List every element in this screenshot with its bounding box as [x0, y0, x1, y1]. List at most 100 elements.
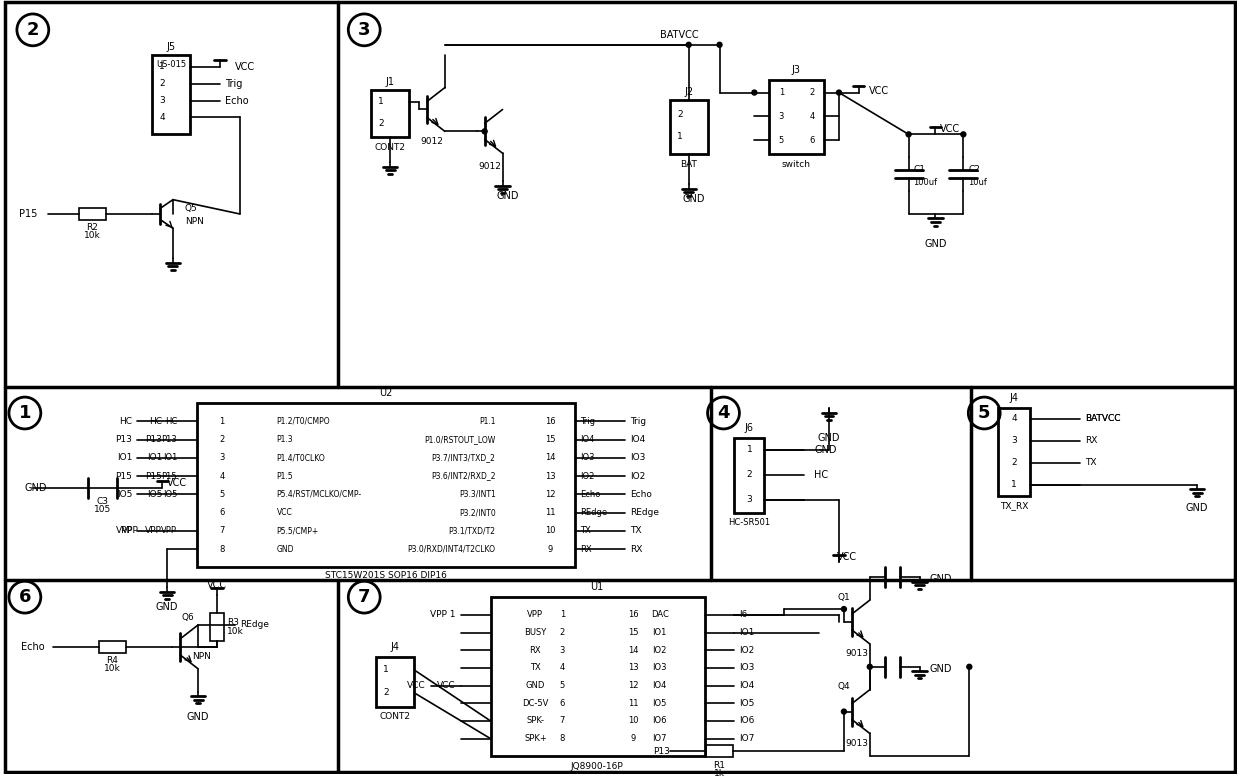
- Text: 2: 2: [1012, 458, 1017, 468]
- Text: P3.1/TXD/T2: P3.1/TXD/T2: [449, 526, 496, 535]
- Text: 7: 7: [219, 526, 224, 535]
- Text: VCC: VCC: [234, 61, 255, 72]
- Circle shape: [837, 90, 842, 95]
- Text: RX: RX: [580, 545, 591, 553]
- Text: GND: GND: [277, 545, 294, 553]
- Text: IO4: IO4: [652, 681, 667, 690]
- Text: 8: 8: [219, 545, 224, 553]
- Bar: [670, 100, 708, 154]
- Text: HC: HC: [815, 470, 828, 480]
- Text: HC: HC: [165, 417, 177, 426]
- Text: P1.3: P1.3: [277, 435, 294, 444]
- Text: U1: U1: [590, 582, 604, 592]
- Text: IO3: IO3: [739, 664, 755, 672]
- Text: 10k: 10k: [84, 231, 100, 240]
- Text: R4: R4: [107, 657, 118, 665]
- Text: RX: RX: [529, 646, 541, 655]
- Text: GND: GND: [496, 191, 518, 201]
- Text: 16: 16: [627, 610, 639, 619]
- Text: 4: 4: [559, 664, 565, 672]
- Text: J4: J4: [391, 642, 399, 652]
- Text: J4: J4: [1009, 393, 1018, 403]
- Text: P3.3/INT1: P3.3/INT1: [459, 490, 496, 499]
- Text: VCC: VCC: [277, 508, 293, 517]
- Text: TX: TX: [529, 664, 541, 672]
- Text: BATVCC: BATVCC: [1085, 415, 1120, 423]
- Text: IO4: IO4: [580, 435, 594, 444]
- Text: 1: 1: [559, 610, 565, 619]
- Text: VCC: VCC: [940, 124, 961, 135]
- Text: VPP: VPP: [123, 526, 139, 535]
- Text: 1: 1: [19, 404, 31, 422]
- Text: 3: 3: [159, 96, 165, 105]
- Text: 6: 6: [810, 136, 815, 145]
- Text: 1: 1: [378, 97, 384, 106]
- Bar: [98, 641, 126, 653]
- Text: VCC: VCC: [167, 478, 187, 488]
- Text: GND: GND: [930, 574, 952, 584]
- Text: R2: R2: [87, 223, 98, 233]
- Text: VPP: VPP: [161, 526, 177, 535]
- Text: 5: 5: [559, 681, 565, 690]
- Bar: [371, 89, 409, 138]
- Text: GND: GND: [25, 482, 47, 492]
- Text: 9012: 9012: [420, 137, 444, 145]
- Text: C3: C3: [97, 497, 108, 506]
- Text: P15: P15: [20, 209, 37, 219]
- Text: IO4: IO4: [739, 681, 755, 690]
- Text: 15: 15: [627, 628, 639, 637]
- Text: 9013: 9013: [846, 650, 868, 658]
- Text: P15: P15: [161, 471, 177, 481]
- Text: Q4: Q4: [837, 682, 851, 691]
- Text: IO5: IO5: [162, 490, 177, 499]
- Text: IO1: IO1: [162, 454, 177, 462]
- Text: RX: RX: [1085, 436, 1097, 445]
- Text: NPN: NPN: [192, 652, 212, 661]
- Text: REdge: REdge: [239, 621, 269, 629]
- Text: 13: 13: [627, 664, 639, 672]
- Text: 3: 3: [358, 21, 371, 39]
- Text: 12: 12: [627, 681, 639, 690]
- Text: 13: 13: [546, 471, 556, 481]
- Text: 1k: 1k: [714, 769, 725, 778]
- Text: TX_RX: TX_RX: [999, 501, 1028, 510]
- Text: 3: 3: [219, 454, 224, 462]
- Text: IO1: IO1: [739, 628, 755, 637]
- Text: 4: 4: [160, 113, 165, 122]
- Text: IO5: IO5: [117, 490, 133, 499]
- Text: 4: 4: [219, 471, 224, 481]
- Text: 2: 2: [746, 470, 753, 479]
- Text: IO2: IO2: [652, 646, 667, 655]
- Text: 105: 105: [94, 505, 112, 514]
- Text: IO2: IO2: [630, 471, 645, 481]
- Text: 6: 6: [219, 508, 224, 517]
- Text: 15: 15: [546, 435, 556, 444]
- Text: DC-5V: DC-5V: [522, 699, 548, 708]
- Text: JQ8900-16P: JQ8900-16P: [570, 762, 624, 771]
- Text: 3: 3: [746, 495, 753, 504]
- Text: IO2: IO2: [580, 471, 594, 481]
- Text: REdge: REdge: [630, 508, 658, 517]
- Text: 3: 3: [559, 646, 565, 655]
- Text: CONT2: CONT2: [374, 143, 405, 152]
- Text: 1: 1: [159, 62, 165, 71]
- Circle shape: [717, 42, 722, 47]
- Text: IO6: IO6: [652, 717, 667, 725]
- Text: 2: 2: [677, 110, 682, 119]
- Text: 12: 12: [546, 490, 556, 499]
- Text: 6: 6: [559, 699, 565, 708]
- Text: J3: J3: [791, 65, 801, 75]
- Text: VCC: VCC: [407, 681, 425, 690]
- Text: 10: 10: [546, 526, 556, 535]
- Text: Q1: Q1: [837, 593, 851, 601]
- Text: GND: GND: [156, 602, 179, 612]
- Text: P15: P15: [115, 471, 133, 481]
- Text: 2: 2: [378, 119, 384, 128]
- Text: J5: J5: [166, 42, 176, 52]
- Text: 11: 11: [627, 699, 639, 708]
- Text: 9: 9: [630, 734, 636, 743]
- Circle shape: [967, 664, 972, 669]
- Text: P1.4/T0CLKO: P1.4/T0CLKO: [277, 454, 325, 462]
- Text: 1: 1: [383, 665, 389, 675]
- Bar: [210, 613, 224, 641]
